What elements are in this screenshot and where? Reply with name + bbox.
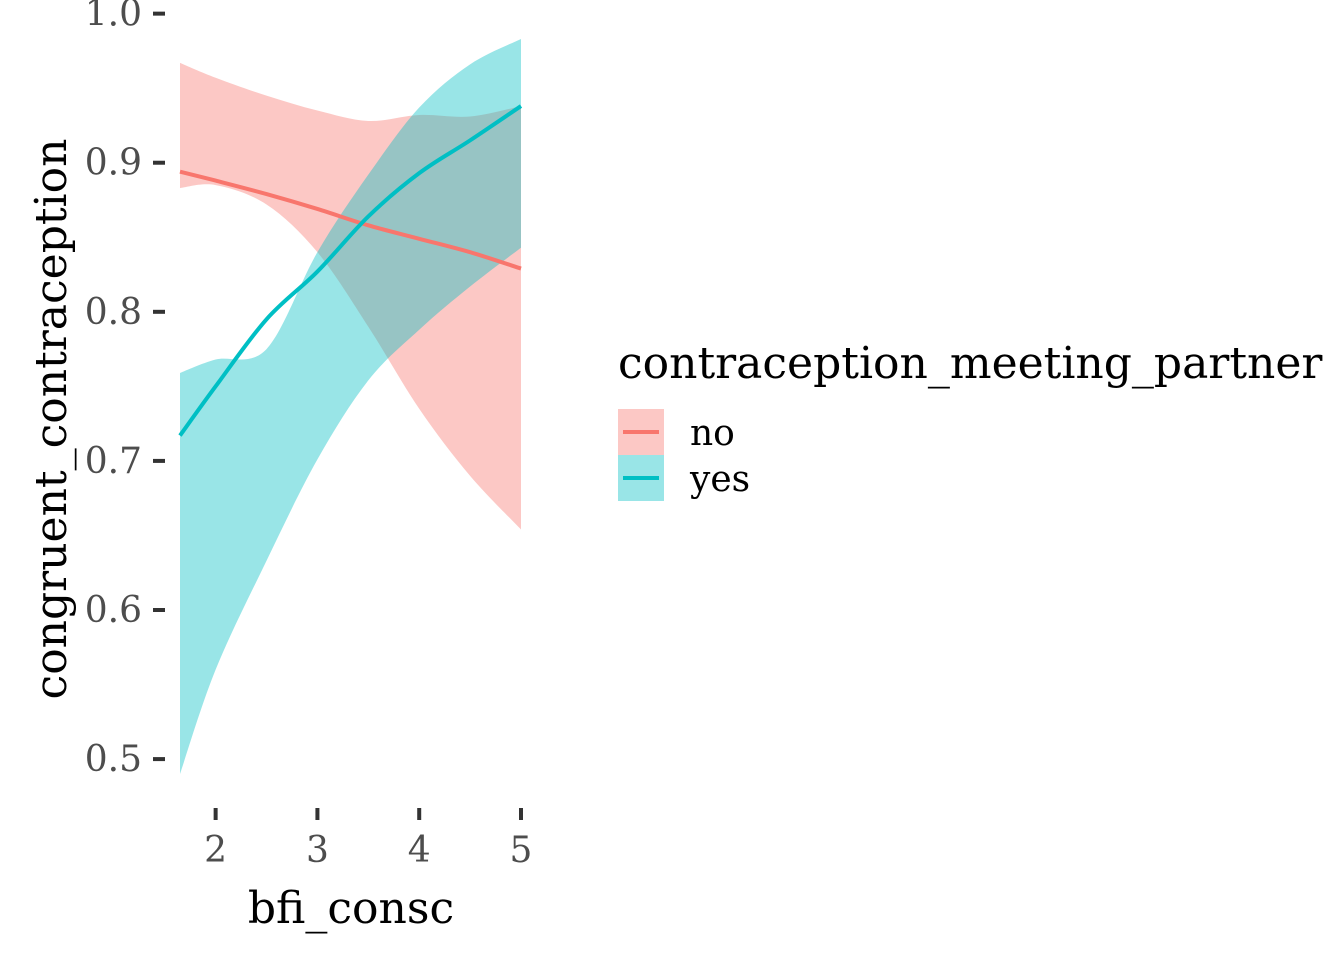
confidence-ribbon-yes xyxy=(180,38,521,775)
y-axis-title: congruent_contraception xyxy=(26,139,77,700)
legend-label: no xyxy=(690,413,735,454)
y-tick-label: 0.6 xyxy=(85,590,142,631)
lines-layer xyxy=(178,104,523,437)
legend-title: contraception_meeting_partner xyxy=(618,338,1323,389)
series-line-no xyxy=(179,169,522,271)
x-tick-label: 3 xyxy=(306,830,329,871)
y-tick-label: 0.8 xyxy=(85,292,142,333)
confidence-ribbon-no xyxy=(180,62,521,530)
series-line-yes xyxy=(178,104,523,437)
ribbons-layer xyxy=(180,38,521,775)
x-tick-label: 5 xyxy=(510,830,533,871)
y-axis: 0.5 0.6 0.7 0.8 0.9 1.0 xyxy=(85,0,165,780)
y-tick-label: 0.5 xyxy=(85,739,142,780)
x-axis: 2 3 4 5 xyxy=(204,808,532,871)
y-tick-label: 0.7 xyxy=(85,441,142,482)
legend-item-yes: yes xyxy=(618,455,750,501)
legend-label: yes xyxy=(689,459,750,500)
legend-items: no yes xyxy=(618,409,750,501)
y-tick-label: 0.9 xyxy=(85,143,142,184)
y-tick-label: 1.0 xyxy=(85,0,142,35)
legend: contraception_meeting_partner no yes xyxy=(618,338,1323,501)
legend-item-no: no xyxy=(618,409,735,455)
x-axis-title: bfi_consc xyxy=(248,883,454,934)
x-tick-label: 4 xyxy=(408,830,431,871)
x-tick-label: 2 xyxy=(204,830,227,871)
